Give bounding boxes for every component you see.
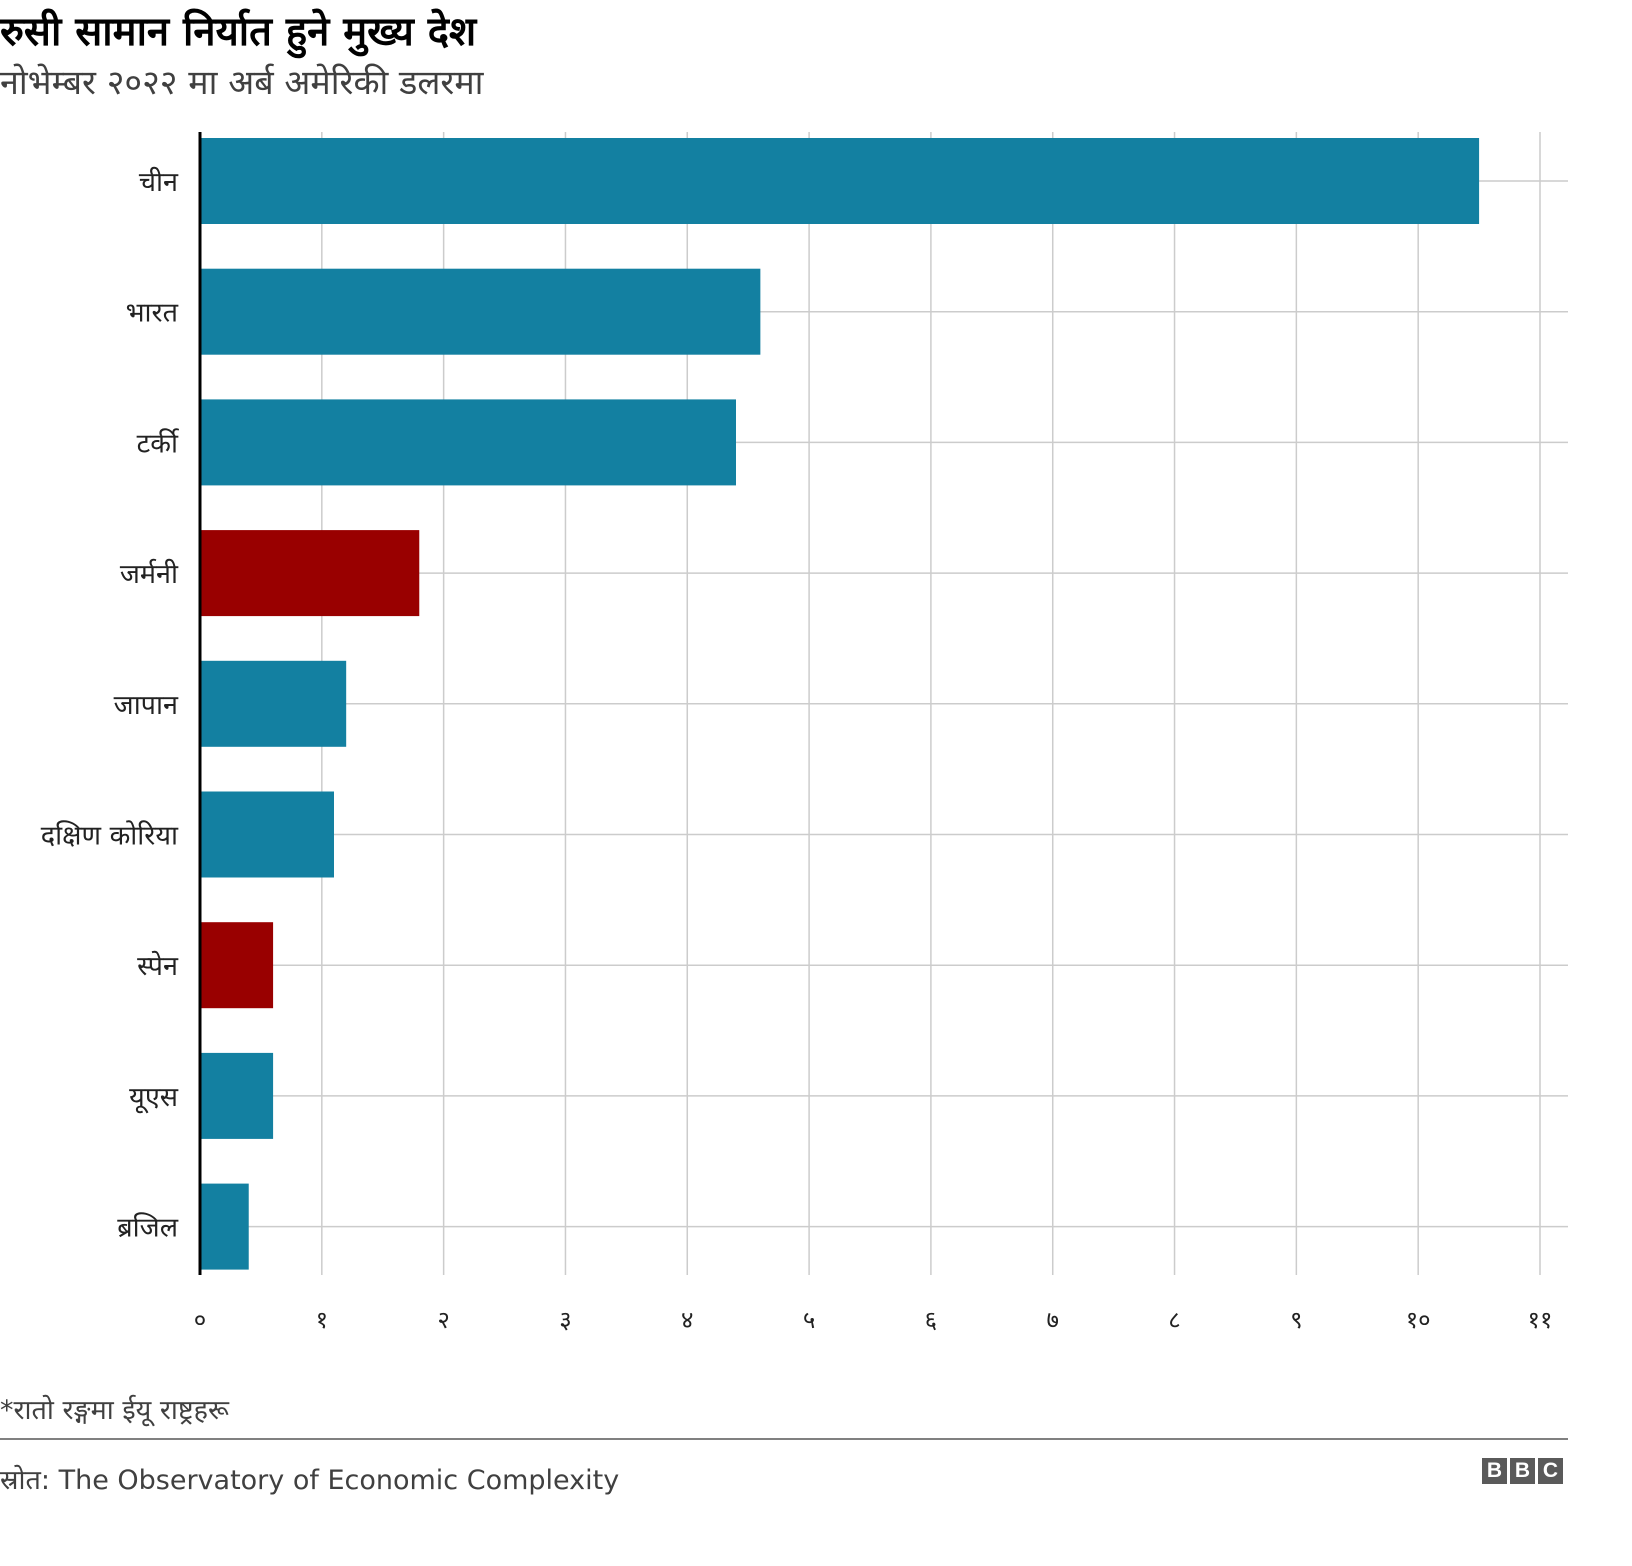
y-category-label: ब्रजिल <box>117 1212 178 1244</box>
y-category-label: टर्की <box>137 427 180 459</box>
bar <box>200 791 334 878</box>
bar <box>200 660 347 747</box>
source-text: स्रोत: The Observatory of Economic Compl… <box>0 1465 620 1496</box>
x-tick-label: ७ <box>1046 1306 1058 1334</box>
x-tick-label: ४ <box>681 1306 693 1334</box>
x-tick-label: ० <box>194 1306 206 1334</box>
x-tick-label: ८ <box>1168 1306 1180 1334</box>
x-tick-label: ६ <box>925 1306 937 1334</box>
bbc-logo-letter: B <box>1482 1458 1507 1484</box>
bar <box>200 138 1480 224</box>
y-category-label: दक्षिण कोरिया <box>41 820 179 852</box>
x-tick-label: १० <box>1406 1306 1431 1334</box>
footer-divider <box>0 1438 1568 1440</box>
x-tick-label: १ <box>316 1306 328 1334</box>
footnote: *रातो रङ्गमा ईयू राष्ट्रहरू <box>0 1395 229 1426</box>
bbc-logo-letter: C <box>1538 1458 1563 1484</box>
bar <box>200 399 736 486</box>
x-tick-label: ५ <box>803 1306 815 1334</box>
bar <box>200 530 420 617</box>
bbc-logo-letter: B <box>1510 1458 1535 1484</box>
y-category-label: यूएस <box>129 1082 179 1114</box>
bar <box>200 1183 249 1270</box>
chart-subtitle: नोभेम्बर २०२२ मा अर्ब अमेरिकी डलरमा <box>0 63 484 103</box>
bar <box>200 1052 274 1139</box>
y-category-label: चीन <box>139 166 179 198</box>
x-tick-label: ९ <box>1290 1306 1302 1334</box>
y-category-label: जर्मनी <box>120 558 179 590</box>
y-category-label: स्पेन <box>137 950 179 982</box>
x-tick-label: २ <box>437 1306 449 1334</box>
chart-title: रुसी सामान निर्यात हुने मुख्य देश <box>0 9 477 55</box>
bbc-logo: B B C <box>1482 1458 1563 1484</box>
y-category-label: भारत <box>126 298 179 329</box>
bar <box>200 268 761 355</box>
bar <box>200 922 274 1009</box>
x-tick-label: ३ <box>559 1306 571 1334</box>
x-tick-label: ११ <box>1528 1306 1553 1334</box>
y-category-label: जापान <box>114 690 179 721</box>
bar-chart: ० १ २ ३ ४ ५ ६ ७ ८ ९ १० ११ चीन भारत टर्की जर्मनी जापान दक्… <box>41 132 1568 1334</box>
